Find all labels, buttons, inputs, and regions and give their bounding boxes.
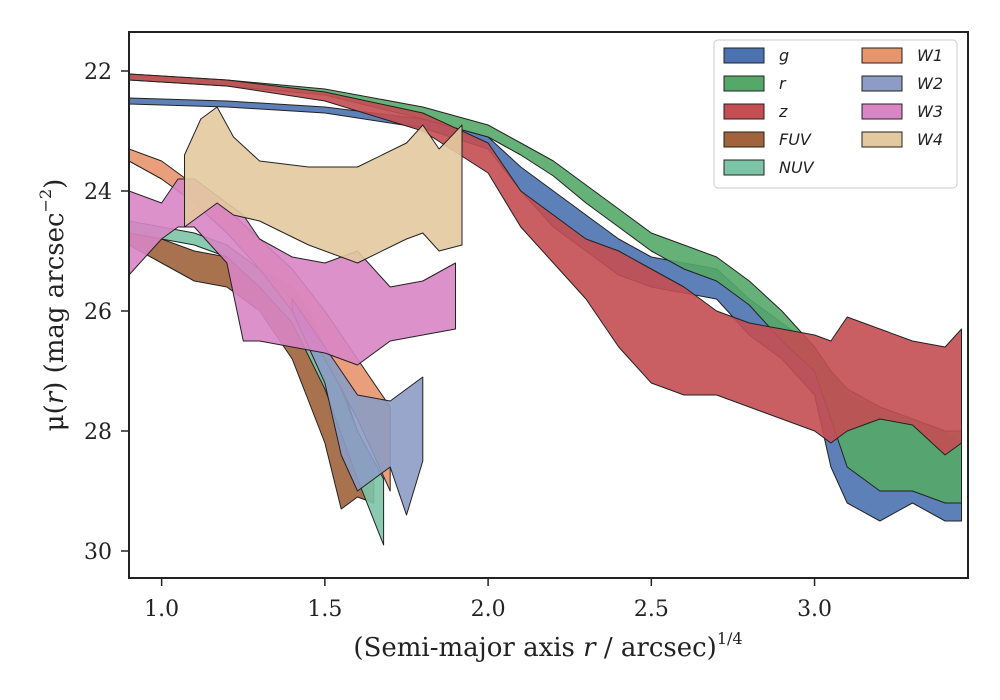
legend-swatch-w1 <box>861 47 903 64</box>
legend-swatch-z <box>723 103 765 120</box>
legend-swatch-w2 <box>861 75 903 92</box>
series-band-w4 <box>184 106 463 264</box>
y-axis-label: μ(r) (mag arcsec−2) <box>36 179 70 432</box>
legend-label-g: g <box>779 46 789 65</box>
legend-swatch-w3 <box>861 103 903 120</box>
legend-label-r: r <box>779 74 787 93</box>
legend-swatch-nuv <box>723 159 765 176</box>
legend-label-w4: W4 <box>917 130 943 149</box>
legend-label-w3: W3 <box>917 102 943 121</box>
x-tick-label: 2.5 <box>634 597 669 622</box>
x-axis-label: (Semi-major axis r / arcsec)1/4 <box>353 629 742 663</box>
legend-label-w1: W1 <box>917 46 943 65</box>
legend: grz FUV NUV W1 W2 W3 W4 <box>713 39 958 189</box>
legend-swatch-g <box>723 47 765 64</box>
legend-swatch-r <box>723 75 765 92</box>
y-tick-label: 30 <box>84 540 112 565</box>
series-layer <box>129 73 962 546</box>
legend-swatch-fuv <box>723 131 765 148</box>
x-tick-label: 1.5 <box>307 597 342 622</box>
legend-label-nuv: NUV <box>779 158 815 177</box>
y-tick-label: 26 <box>84 300 112 325</box>
y-tick-label: 22 <box>84 60 112 85</box>
y-tick-label: 28 <box>84 420 112 445</box>
series-band-z <box>129 73 962 456</box>
y-tick-label: 24 <box>84 180 112 205</box>
x-tick-label: 1.0 <box>144 597 179 622</box>
legend-swatch-w4 <box>861 131 903 148</box>
series-band-r <box>129 73 962 504</box>
legend-label-z: z <box>778 102 788 121</box>
legend-label-w2: W2 <box>917 74 943 93</box>
ticks-layer: 1.0 1.5 2.0 2.5 3.0 22 24 26 28 30 <box>84 60 832 622</box>
x-tick-label: 3.0 <box>797 597 832 622</box>
plot-frame <box>128 31 969 579</box>
legend-label-fuv: FUV <box>779 130 812 149</box>
x-tick-label: 2.0 <box>471 597 506 622</box>
